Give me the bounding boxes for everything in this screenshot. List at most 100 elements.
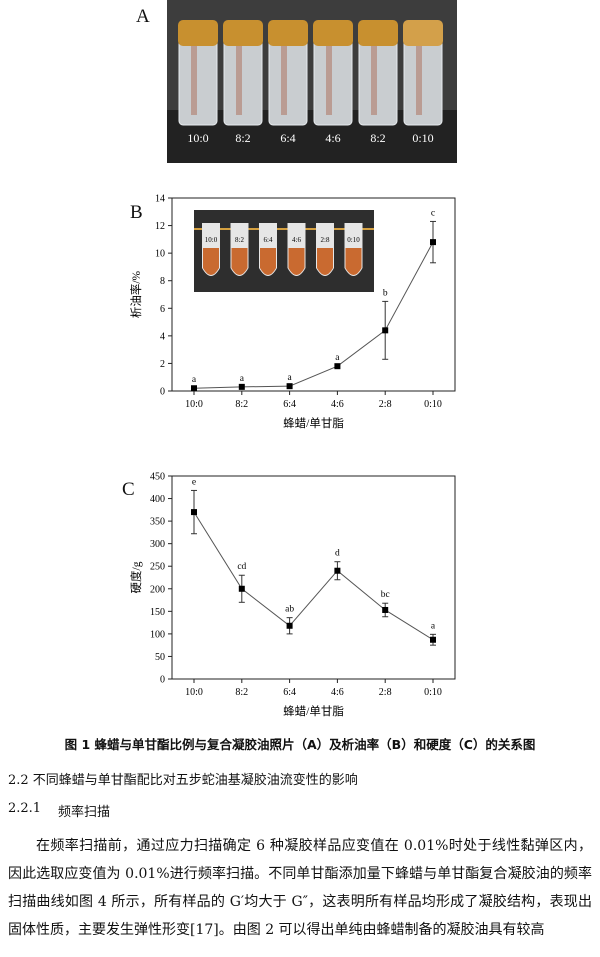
- jar-reflection: [236, 45, 242, 115]
- y-tick-label: 10: [155, 249, 165, 260]
- jar-reflection: [191, 45, 197, 115]
- tube-label: 4:6: [292, 236, 301, 244]
- data-point: [382, 606, 389, 613]
- jar-glass: [358, 39, 398, 126]
- x-axis-label: 蜂蜡/单甘脂: [283, 416, 344, 430]
- data-point: [334, 567, 341, 574]
- tube-label: 8:2: [235, 236, 244, 244]
- jar-ratio-label: 8:2: [235, 131, 250, 145]
- significance-label: a: [240, 374, 245, 384]
- significance-label: a: [431, 621, 436, 631]
- data-point: [286, 383, 293, 390]
- y-axis-label: 析油率/%: [129, 270, 143, 318]
- tube-label: 6:4: [264, 236, 273, 244]
- figure-caption: 图 1 蜂蜡与单甘酯比例与复合凝胶油照片（A）及析油率（B）和硬度（C）的关系图: [64, 737, 536, 752]
- y-axis-label: 硬度/g: [129, 561, 143, 593]
- data-point: [430, 636, 436, 643]
- jar-ratio-label: 6:4: [280, 131, 295, 145]
- tube-oil: [203, 248, 219, 275]
- y-tick-label: 12: [155, 221, 165, 232]
- x-tick-label: 0:10: [424, 687, 442, 698]
- significance-label: ab: [285, 605, 294, 615]
- tube-oil: [317, 248, 333, 275]
- jar-cap: [403, 20, 443, 46]
- jar-glass: [313, 39, 353, 126]
- jar-cap: [268, 20, 308, 46]
- chart-b-oil-loss: 0 2 4 6 8 10 12 14 10:0 8:2 6:4 4:6 2:8 0:10 a a a a b c 蜂蜡/…: [129, 194, 456, 430]
- jar-glass: [223, 39, 263, 126]
- tube-oil: [231, 248, 248, 275]
- significance-label: e: [192, 477, 196, 487]
- significance-label: c: [431, 208, 435, 218]
- jar-cap: [358, 20, 398, 46]
- y-tick-label: 300: [150, 539, 165, 550]
- series-line: [193, 241, 434, 389]
- jar-cap: [223, 20, 263, 46]
- x-tick-label: 2:8: [379, 399, 392, 410]
- jar-reflection: [371, 45, 377, 115]
- panel-label-c: C: [122, 479, 135, 500]
- x-tick-label: 10:0: [185, 687, 203, 698]
- tube-oil: [288, 248, 305, 275]
- x-tick-label: 4:6: [331, 687, 344, 698]
- series-line: [193, 511, 434, 641]
- significance-label: b: [383, 288, 388, 298]
- y-tick-label: 0: [160, 675, 165, 686]
- jar-reflection: [281, 45, 287, 115]
- significance-label: cd: [237, 562, 246, 572]
- x-tick-label: 4:6: [331, 399, 344, 410]
- significance-label: a: [287, 373, 292, 383]
- tube-label: 0:10: [347, 236, 360, 244]
- x-axis-label: 蜂蜡/单甘脂: [283, 704, 344, 718]
- jar-glass: [178, 39, 218, 126]
- y-tick-label: 50: [155, 652, 165, 663]
- y-tick-label: 8: [160, 276, 165, 287]
- y-tick-label: 14: [155, 194, 165, 205]
- x-tick-label: 6:4: [283, 687, 296, 698]
- significance-label: a: [335, 353, 340, 363]
- jar-reflection: [326, 45, 332, 115]
- jar-ratio-label: 0:10: [412, 131, 433, 145]
- y-tick-label: 6: [160, 304, 165, 315]
- y-tick-label: 250: [150, 562, 165, 573]
- data-point: [382, 327, 389, 334]
- plot-frame: [171, 197, 456, 392]
- jar-cap: [178, 20, 218, 46]
- panel-label-a: A: [136, 6, 150, 27]
- inset-background: [194, 210, 374, 292]
- y-tick-label: 0: [160, 387, 165, 398]
- chart-c-hardness: 0 50 100 150 200 250 300 350 400 450 10:0 8:2 6:4 4:6…: [129, 472, 456, 718]
- jar-ratio-label: 10:0: [187, 131, 208, 145]
- body-paragraph: 在频率扫描前，通过应力扫描确定 6 种凝胶样品应变值在 0.01%时处于线性黏弹…: [8, 832, 592, 944]
- jar-cap: [313, 20, 353, 46]
- significance-label: a: [192, 375, 197, 385]
- data-point: [191, 385, 197, 392]
- data-point: [191, 509, 197, 516]
- tube-label: 10:0: [205, 236, 218, 244]
- y-tick-label: 350: [150, 517, 165, 528]
- y-tick-label: 2: [160, 359, 165, 370]
- jar-glass: [403, 39, 443, 126]
- data-point: [430, 239, 436, 246]
- panel-label-b: B: [130, 202, 143, 223]
- paragraph-text: 在频率扫描前，通过应力扫描确定 6 种凝胶样品应变值在 0.01%时处于线性黏弹…: [8, 838, 592, 938]
- significance-label: d: [335, 549, 340, 559]
- data-point: [238, 585, 245, 592]
- jar-reflection: [416, 45, 422, 115]
- y-tick-label: 100: [150, 629, 165, 640]
- data-point: [286, 622, 293, 629]
- y-tick-label: 150: [150, 607, 165, 618]
- x-tick-label: 8:2: [235, 399, 248, 410]
- data-point: [334, 363, 341, 370]
- x-tick-label: 0:10: [424, 399, 442, 410]
- y-tick-label: 400: [150, 494, 165, 505]
- jar-glass: [268, 39, 308, 126]
- x-tick-label: 8:2: [235, 687, 248, 698]
- significance-label: bc: [381, 590, 390, 600]
- tube-label: 2:8: [321, 236, 330, 244]
- x-tick-label: 2:8: [379, 687, 392, 698]
- plot-frame: [171, 475, 456, 680]
- photo-a-jars: 10:0 8:2 6:4 4:6 8:2 0:10: [167, 0, 457, 163]
- y-tick-label: 450: [150, 472, 165, 483]
- x-tick-label: 10:0: [185, 399, 203, 410]
